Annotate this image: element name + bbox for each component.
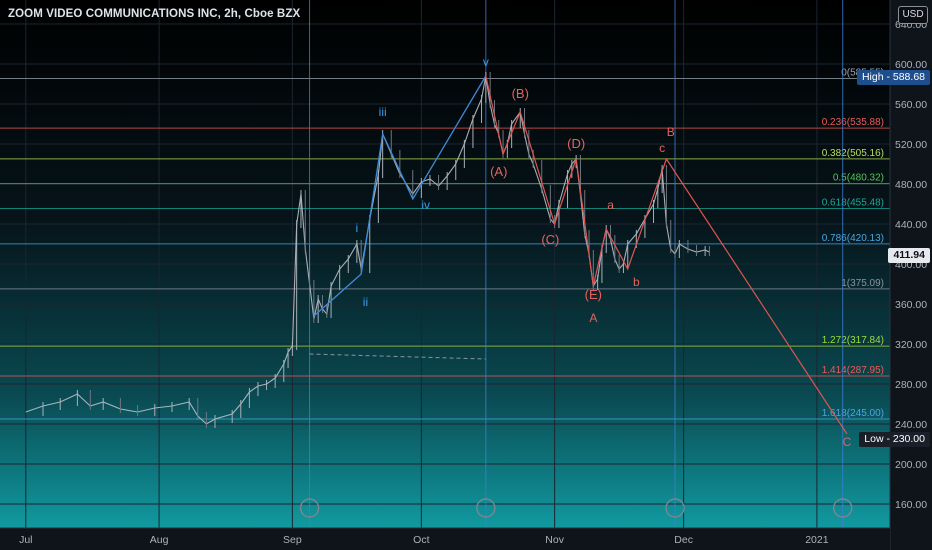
event-marker-icon xyxy=(476,498,496,518)
time-tick-label: 2021 xyxy=(805,534,829,546)
price-tick-label: 440.00 xyxy=(895,219,927,231)
event-marker-icon xyxy=(299,498,320,518)
price-tick-label: 200.00 xyxy=(895,459,927,471)
fib-level-label: 1.414(287.95) xyxy=(822,365,884,376)
price-tick-label: 160.00 xyxy=(895,499,927,511)
red-wave-label: c xyxy=(659,141,665,155)
price-axis xyxy=(890,0,932,550)
red-wave-label: (C) xyxy=(541,232,559,247)
blue-wave-label: ii xyxy=(363,295,368,309)
red-wave-label: C xyxy=(843,435,852,449)
fib-level-label: 1.618(245.00) xyxy=(822,408,884,419)
red-wave-label: (B) xyxy=(512,86,529,101)
red-wave-label: (D) xyxy=(567,136,585,151)
red-wave-label: b xyxy=(633,275,640,289)
fib-level-label: 0.618(455.48) xyxy=(822,198,884,209)
price-tick-label: 280.00 xyxy=(895,379,927,391)
red-wave-label: (E) xyxy=(585,287,602,302)
blue-wave-label: iv xyxy=(421,198,430,212)
time-tick-label: Nov xyxy=(545,534,564,546)
time-tick-label: Dec xyxy=(674,534,693,546)
fib-level-label: 0.236(535.88) xyxy=(822,117,884,128)
price-tick-label: 560.00 xyxy=(895,99,927,111)
time-tick-label: Jul xyxy=(19,534,32,546)
price-series xyxy=(25,72,710,428)
fib-level-label: 0.382(505.16) xyxy=(822,148,884,159)
fib-level-label: 0.5(480.32) xyxy=(833,173,884,184)
price-tick-label: 480.00 xyxy=(895,179,927,191)
current-price-tag: 411.94 xyxy=(888,248,930,263)
high-price-tag: High - 588.68 xyxy=(856,70,930,85)
red-wave-label: A xyxy=(589,311,597,325)
time-tick-label: Oct xyxy=(413,534,429,546)
blue-wave-label: i xyxy=(356,221,359,235)
grid xyxy=(0,0,890,528)
blue-wave-line xyxy=(313,75,487,317)
event-marker-icon xyxy=(665,498,685,518)
chart-title: ZOOM VIDEO COMMUNICATIONS INC, 2h, Cboe … xyxy=(8,8,301,20)
price-tick-label: 600.00 xyxy=(895,59,927,71)
blue-wave-label: v xyxy=(483,55,489,69)
red-wave-label: B xyxy=(667,125,675,139)
price-tick-label: 320.00 xyxy=(895,339,927,351)
price-tick-label: 360.00 xyxy=(895,299,927,311)
time-tick-label: Aug xyxy=(150,534,169,546)
time-axis xyxy=(0,528,890,550)
red-wave-label: (A) xyxy=(490,164,507,179)
low-price-tag: Low - 230.00 xyxy=(859,432,930,447)
red-wave-label: a xyxy=(607,198,614,212)
fibonacci-levels: 0(585.55)0.236(535.88)0.382(505.16)0.5(4… xyxy=(0,67,890,420)
red-wave-line xyxy=(485,75,848,435)
price-tick-label: 240.00 xyxy=(895,419,927,431)
event-marker-icon xyxy=(832,498,853,518)
price-tick-label: 520.00 xyxy=(895,139,927,151)
blue-wave-label: iii xyxy=(379,105,387,119)
reference-dashed-line xyxy=(309,353,486,360)
fib-level-label: 1.272(317.84) xyxy=(822,335,884,346)
time-tick-label: Sep xyxy=(283,534,302,546)
currency-button[interactable]: USD xyxy=(898,6,928,24)
fib-level-label: 1(375.09) xyxy=(841,278,884,289)
fib-level-label: 0.786(420.13) xyxy=(822,233,884,244)
